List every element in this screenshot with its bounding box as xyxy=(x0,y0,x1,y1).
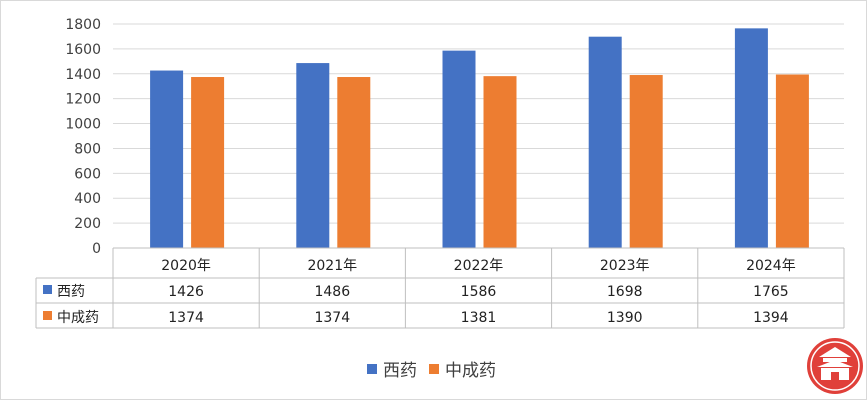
data-value-label: 1394 xyxy=(753,310,789,326)
table-row-label: 中成药 xyxy=(57,310,99,326)
category-label: 2021年 xyxy=(307,258,357,274)
y-tick-label: 1200 xyxy=(65,92,101,108)
gridlines xyxy=(113,23,844,249)
legend-swatch xyxy=(429,364,439,374)
bar-xiyao-1 xyxy=(296,63,330,248)
bar-xiyao-0 xyxy=(150,70,184,248)
legend: 西药 中成药 xyxy=(367,361,496,381)
y-tick-label: 1000 xyxy=(65,117,101,133)
table-legend-key xyxy=(43,311,52,320)
data-value-label: 1381 xyxy=(461,310,497,326)
table-row-label: 西药 xyxy=(57,284,85,300)
data-value-label: 1390 xyxy=(607,310,643,326)
category-label: 2024年 xyxy=(746,258,796,274)
data-value-label: 1486 xyxy=(314,284,350,300)
y-tick-label: 1800 xyxy=(65,17,101,33)
y-tick-label: 400 xyxy=(74,191,101,207)
data-value-label: 1374 xyxy=(168,310,204,326)
table-legend-key xyxy=(43,285,52,294)
data-value-label: 1374 xyxy=(314,310,350,326)
bar-zhongchengyao-3 xyxy=(629,75,663,249)
y-tick-label: 1400 xyxy=(65,67,101,83)
legend-label: 西药 xyxy=(383,361,417,381)
bar-zhongchengyao-2 xyxy=(483,76,517,249)
data-value-label: 1765 xyxy=(753,284,789,300)
category-label: 2022年 xyxy=(454,258,504,274)
y-tick-label: 600 xyxy=(74,166,101,182)
data-value-label: 1586 xyxy=(461,284,497,300)
data-value-label: 1698 xyxy=(607,284,643,300)
category-label: 2020年 xyxy=(161,258,211,274)
bar-xiyao-2 xyxy=(442,50,476,249)
bar-xiyao-3 xyxy=(588,36,622,249)
bar-zhongchengyao-4 xyxy=(775,74,809,248)
bars xyxy=(150,28,809,249)
y-tick-label: 1600 xyxy=(65,42,101,58)
y-tick-label: 200 xyxy=(74,216,101,232)
y-tick-label: 800 xyxy=(74,141,101,157)
y-axis-ticks: 0 200 400 600 800 1000 1200 1400 1600 1800 xyxy=(65,17,101,257)
bar-zhongchengyao-1 xyxy=(337,77,371,248)
legend-label: 中成药 xyxy=(445,361,496,381)
y-tick-label: 0 xyxy=(92,241,101,257)
gate-tower-logo-icon xyxy=(807,338,863,394)
legend-swatch xyxy=(367,364,377,374)
bar-xiyao-4 xyxy=(734,28,768,248)
category-label: 2023年 xyxy=(600,258,650,274)
bar-zhongchengyao-0 xyxy=(191,77,225,248)
data-value-label: 1426 xyxy=(168,284,204,300)
